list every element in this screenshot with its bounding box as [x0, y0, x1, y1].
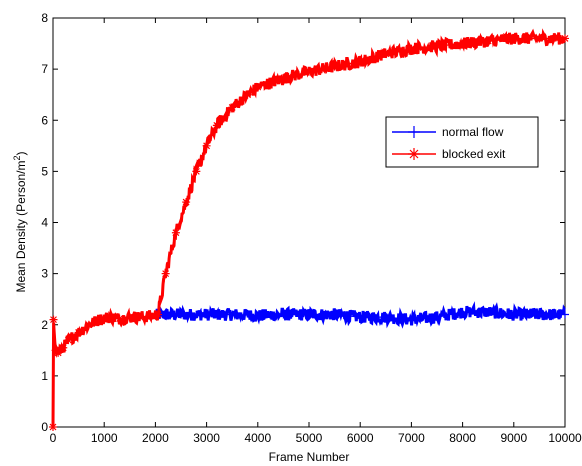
- data-point-marker: [269, 77, 278, 86]
- data-point-marker: [125, 313, 134, 322]
- data-point-marker: [330, 310, 339, 319]
- data-point-marker: [458, 307, 467, 316]
- y-axis-title-main: Mean Density (Person/m: [14, 160, 28, 292]
- x-tick-label: 6000: [347, 431, 374, 445]
- legend-marker-plus: [408, 126, 420, 138]
- data-point-marker: [228, 103, 237, 112]
- y-tick-label: 2: [41, 318, 48, 332]
- data-point-marker: [509, 310, 518, 319]
- y-tick-label: 6: [41, 113, 48, 127]
- data-point-marker: [407, 315, 416, 324]
- y-tick-label: 1: [41, 369, 48, 383]
- data-point-marker: [228, 310, 237, 319]
- legend-label-normal-flow: normal flow: [442, 125, 504, 139]
- data-point-marker: [305, 67, 313, 76]
- series-blocked-exit: [49, 28, 569, 431]
- data-point-marker: [509, 34, 518, 43]
- data-point-marker: [356, 313, 365, 322]
- data-point-marker: [356, 57, 365, 66]
- x-tick-label: 9000: [500, 431, 527, 445]
- data-point-marker: [146, 312, 155, 321]
- data-point-marker: [433, 313, 441, 322]
- x-tick-label: 1000: [91, 431, 118, 445]
- y-tick-label: 0: [41, 420, 48, 434]
- data-point-marker: [177, 310, 185, 319]
- data-point-marker: [381, 313, 390, 322]
- data-point-marker: [535, 34, 544, 43]
- data-point-marker: [54, 348, 63, 357]
- data-point-marker: [115, 314, 124, 323]
- series-normal-flow: [153, 301, 569, 329]
- x-tick-label: 4000: [244, 431, 271, 445]
- legend-marker-star: [408, 148, 420, 160]
- data-point-marker: [95, 315, 104, 324]
- data-point-marker: [49, 315, 58, 324]
- data-point-marker: [202, 141, 211, 150]
- data-point-marker: [64, 336, 73, 345]
- data-point-marker: [212, 121, 221, 130]
- y-tick-label: 3: [41, 267, 48, 281]
- data-point-marker: [407, 44, 416, 53]
- data-point-marker: [84, 320, 93, 329]
- data-point-marker: [253, 83, 262, 92]
- data-point-marker: [535, 310, 544, 319]
- y-tick-label: 7: [41, 62, 48, 76]
- data-point-marker: [433, 42, 441, 51]
- data-point-marker: [74, 328, 83, 337]
- data-point-marker: [49, 423, 57, 431]
- data-point-marker: [171, 228, 180, 237]
- x-tick-label: 8000: [449, 431, 476, 445]
- data-point-marker: [182, 198, 191, 207]
- y-tick-label: 8: [41, 11, 48, 25]
- y-axis-title: Mean Density (Person/m2): [12, 151, 28, 292]
- data-point-marker: [153, 310, 162, 319]
- plot-area: [52, 17, 566, 428]
- x-tick-label: 3000: [193, 431, 220, 445]
- data-point-marker: [284, 72, 293, 81]
- series-group: [49, 28, 569, 431]
- data-point-marker: [305, 310, 313, 319]
- data-point-marker: [381, 49, 390, 58]
- data-point-marker: [202, 310, 211, 319]
- data-point-marker: [192, 167, 201, 176]
- data-point-marker: [458, 39, 467, 48]
- data-point-marker: [243, 90, 252, 99]
- data-point-marker: [279, 310, 288, 319]
- y-axis-title-close: ): [14, 151, 28, 155]
- data-point-marker: [105, 313, 114, 322]
- data-point-marker: [561, 34, 569, 43]
- y-tick-label: 5: [41, 164, 48, 178]
- y-axis-title-superscript: 2: [12, 155, 22, 160]
- data-point-marker: [484, 307, 493, 316]
- x-tick-label: 7000: [398, 431, 425, 445]
- data-point-marker: [330, 62, 339, 71]
- data-point-marker: [561, 310, 569, 319]
- data-point-marker: [136, 313, 145, 322]
- x-tick-label: 10000: [548, 431, 582, 445]
- data-point-marker: [161, 269, 170, 278]
- x-tick-label: 2000: [142, 431, 169, 445]
- y-tick-label: 4: [41, 216, 48, 230]
- data-point-marker: [253, 311, 262, 320]
- x-tick-label: 0: [50, 431, 57, 445]
- legend-label-blocked-exit: blocked exit: [442, 147, 506, 161]
- legend-box: [385, 116, 539, 168]
- data-point-marker: [484, 37, 493, 46]
- legend: normal flow blocked exit: [385, 116, 539, 168]
- x-axis-title: Frame Number: [269, 450, 350, 464]
- x-tick-label: 5000: [296, 431, 323, 445]
- axis-ticks: 0 1000 2000 3000 4000 5000 6000 7000 8000 9000 100…: [41, 11, 582, 445]
- data-point-marker: [59, 343, 68, 352]
